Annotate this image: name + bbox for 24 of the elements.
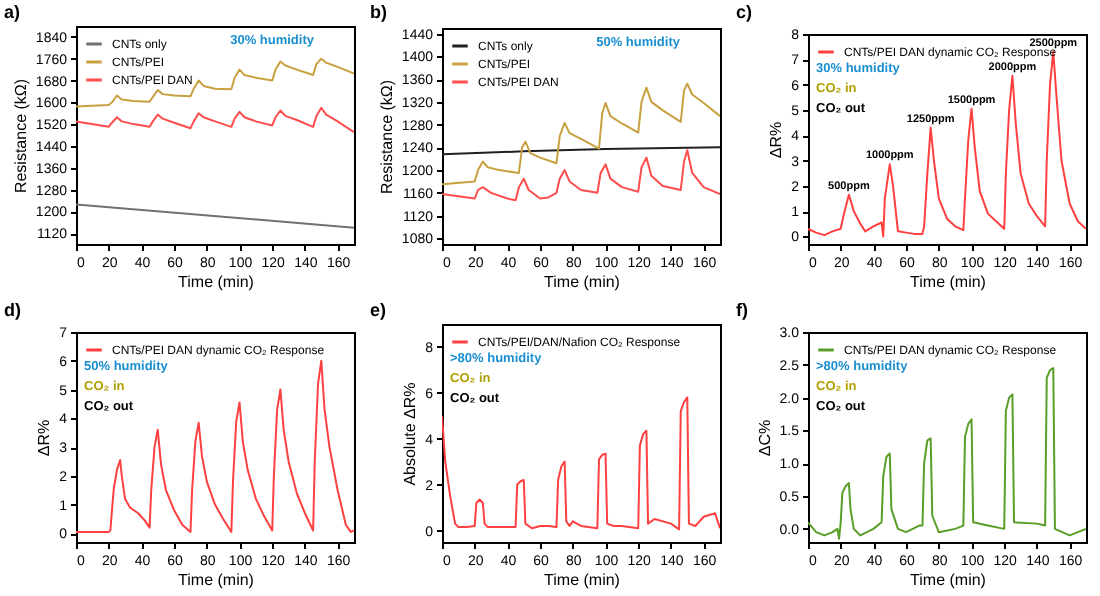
y-axis-title: ΔR% [35,419,54,457]
chart-title: f) [736,300,748,320]
y-axis-title: ΔR% [767,121,786,159]
x-axis-title: Time (min) [910,273,987,291]
x-axis-title: Time (min) [910,571,987,589]
line-series [76,106,354,134]
chart-title: e) [370,300,387,320]
line-series [442,396,720,531]
chart-title: a) [4,2,21,22]
y-axis-title: ΔC% [755,419,774,457]
line-series [76,57,354,108]
line-series [808,50,1086,238]
x-axis-title: Time (min) [544,571,621,589]
x-axis-title: Time (min) [178,273,255,291]
line-series [442,149,720,202]
x-axis-title: Time (min) [544,273,621,291]
chart-title: c) [736,2,753,22]
y-axis-title: Absolute ΔR% [401,382,420,486]
x-axis-title: Time (min) [178,571,255,589]
line-series [76,359,354,533]
y-axis-title: Resistance (kΩ) [11,78,30,194]
chart-title: d) [4,300,21,320]
chart-title: b) [370,1,387,22]
y-axis-title: Resistance (kΩ) [377,79,396,195]
